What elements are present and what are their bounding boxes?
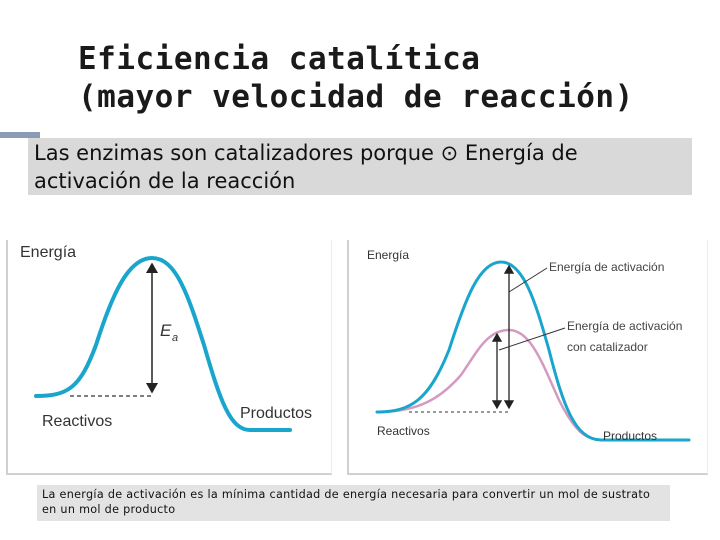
accent-bar — [0, 132, 40, 138]
right-y-axis-label: Energía — [367, 248, 409, 262]
left-products-label: Productos — [240, 405, 312, 422]
title-line-2: (mayor velocidad de reacción) — [78, 79, 634, 115]
right-products-label: Productos — [603, 429, 657, 443]
slide-title: Eficiencia catalítica (mayor velocidad d… — [78, 40, 708, 116]
definition-caption: La energía de activación es la mínima ca… — [37, 485, 670, 521]
left-ea-subscript: a — [172, 332, 178, 344]
left-ea-label: E — [160, 321, 172, 340]
right-catalyst-label-line2: con catalizador — [567, 340, 648, 354]
right-diagram-svg: Energía Energía de activación Energía de… — [367, 248, 691, 443]
title-line-1: Eficiencia catalítica — [78, 41, 481, 77]
right-reactants-label: Reactivos — [377, 424, 430, 438]
left-uncatalyzed-curve — [34, 255, 292, 432]
right-energy-diagram: Energía Energía de activación Energía de… — [347, 240, 708, 475]
right-uncatalyzed-curve — [375, 260, 691, 442]
left-diagram-svg: Energía E a Reactivos Productos — [20, 244, 312, 432]
left-reactants-label: Reactivos — [42, 413, 112, 430]
right-activation-label: Energía de activación — [549, 260, 664, 274]
right-catalyst-pointer — [498, 327, 566, 351]
subtitle-box: Las enzimas son catalizadores porque ⊙ E… — [28, 138, 692, 195]
left-y-axis-label: Energía — [20, 244, 76, 261]
right-activation-pointer — [508, 267, 548, 293]
right-catalyst-label-line1: Energía de activación — [567, 319, 682, 333]
left-energy-diagram: Energía E a Reactivos Productos — [6, 240, 332, 475]
